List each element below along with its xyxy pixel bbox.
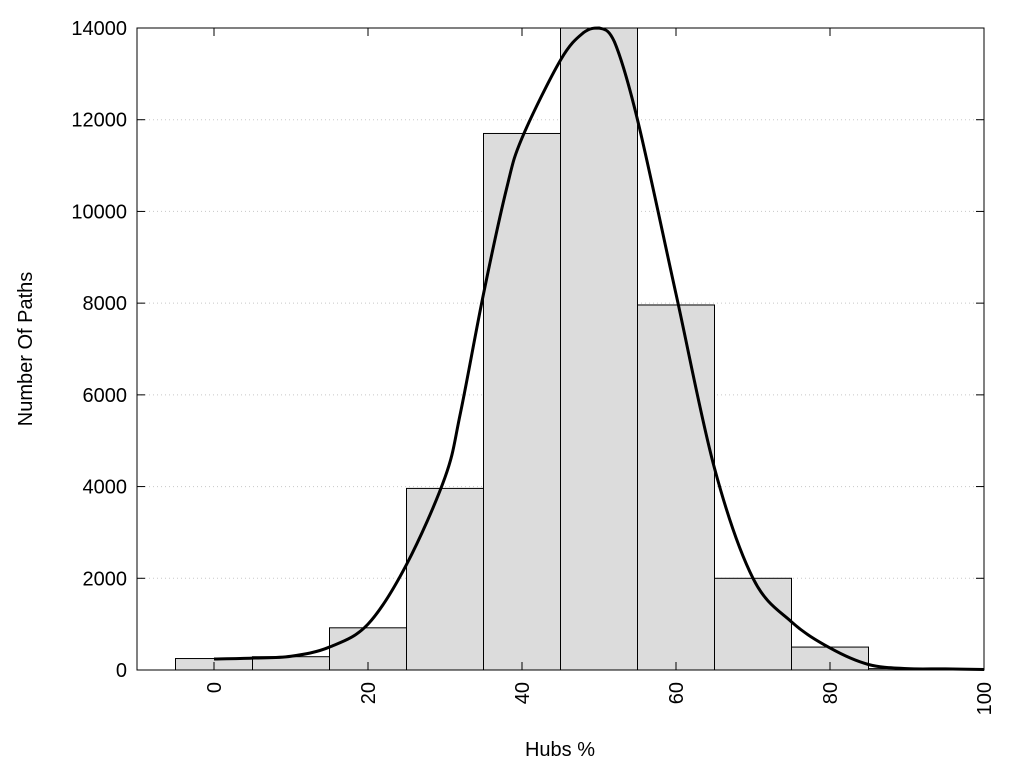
- plot-frame: [136, 27, 985, 671]
- x-tick-label: 100: [974, 682, 996, 715]
- y-tick-label: 6000: [83, 385, 128, 407]
- histogram-bar: [560, 27, 638, 671]
- histogram-bar: [637, 304, 715, 671]
- x-tick-label: 80: [820, 682, 842, 704]
- x-axis-title: Hubs %: [525, 739, 595, 761]
- y-tick-label: 10000: [71, 201, 127, 223]
- y-tick-label: 4000: [83, 477, 128, 499]
- x-tick-label: 40: [512, 682, 534, 704]
- x-axis: 0 20 40 60 80 100: [204, 28, 996, 715]
- y-axis: 0 2000 4000 6000 8000 10000 12000 14000: [71, 18, 984, 682]
- density-curve-line: [213, 26, 985, 672]
- x-tick-label: 60: [666, 682, 688, 704]
- y-tick-label: 0: [116, 660, 127, 682]
- y-tick-label: 14000: [71, 18, 127, 40]
- y-tick-label: 8000: [83, 293, 128, 315]
- histogram-bar: [483, 132, 561, 671]
- histogram-bars: [175, 27, 985, 671]
- histogram-bar: [714, 577, 792, 671]
- histogram-bar: [406, 487, 484, 671]
- y-axis-title: Number Of Paths: [15, 272, 37, 427]
- y-tick-label: 2000: [83, 568, 128, 590]
- x-tick-label: 20: [358, 682, 380, 704]
- density-curve: [213, 26, 985, 672]
- y-tick-label: 12000: [71, 110, 127, 132]
- x-tick-label: 0: [204, 682, 226, 693]
